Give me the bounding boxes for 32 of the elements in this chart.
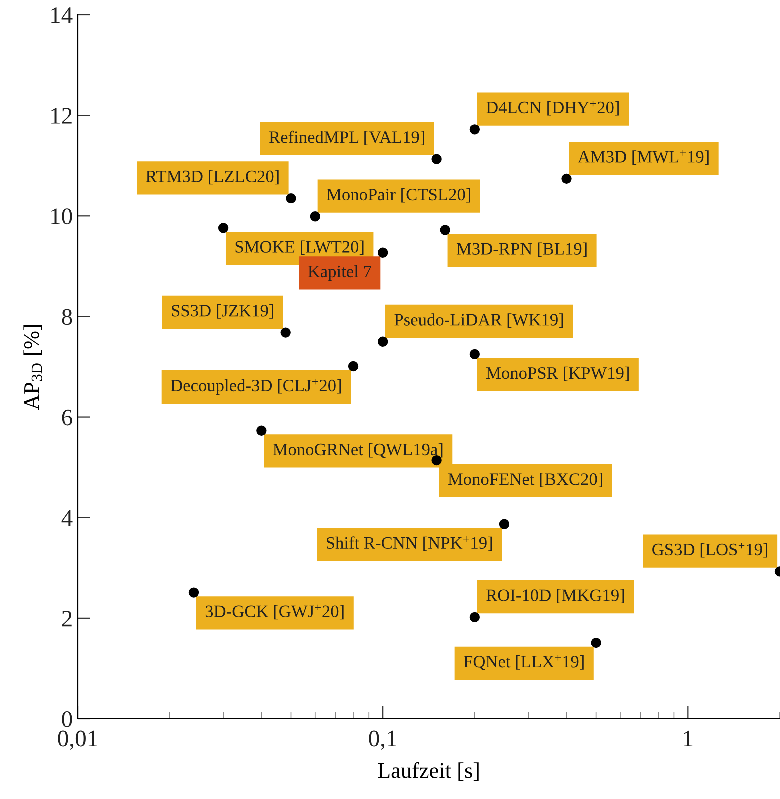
y-tick-label: 0 xyxy=(62,711,72,728)
annotation: Pseudo-LiDAR [WK19] xyxy=(394,314,564,328)
x-tick-label: 1 xyxy=(684,730,693,746)
annotation: AM3D [MWL$^{+}$19] xyxy=(578,150,709,165)
annotation: 3D-GCK [GWJ$^{+}$20] xyxy=(206,604,344,620)
y-axis-title: AP$_{3D}$ [%] xyxy=(24,325,42,410)
annotation: D4LCN [DHY$^{+}$20] xyxy=(486,100,619,116)
y-tick-label: 12 xyxy=(52,108,72,124)
annotation: M3D-RPN [BL19] xyxy=(456,242,587,258)
x-tick-label: 0,1 xyxy=(369,730,396,750)
y-tick-label: 14 xyxy=(52,8,73,24)
annotation: Kapitel 7 xyxy=(308,265,372,282)
annotation: MonoFENet [BXC20] xyxy=(448,473,602,488)
annotation: GS3D [LOS$^{+}$19] xyxy=(652,542,768,558)
annotation: MonoPSR [KPW19] xyxy=(486,366,629,382)
x-tick-label: 0,01 xyxy=(58,730,98,750)
annotation: SMOKE [LWT20] xyxy=(236,240,364,256)
y-tick-label: 8 xyxy=(62,309,72,326)
y-tick-label: 10 xyxy=(52,208,72,225)
x-axis-title: Laufzeit [s] xyxy=(378,762,479,782)
y-tick-label: 6 xyxy=(62,410,72,426)
annotation: RTM3D [LZLC20] xyxy=(146,170,279,185)
annotation: RefinedMPL [VAL19] xyxy=(269,130,424,146)
annotation: MonoGRNet [QWL19a] xyxy=(273,443,443,458)
annotation: Decoupled-3D [CLJ$^{+}$20] xyxy=(171,378,342,396)
annotation: FQNet [LLX$^{+}$19] xyxy=(464,655,584,670)
annotation: ROI-10D [MKG19] xyxy=(486,589,624,604)
annotation: MonoPair [CTSL20] xyxy=(327,188,470,203)
annotation: SS3D [JZK19] xyxy=(172,304,274,319)
annotation: Shift R-CNN [NPK$^{+}$19] xyxy=(327,536,492,552)
y-tick-label: 4 xyxy=(62,510,73,526)
y-tick-label: 2 xyxy=(62,610,72,627)
